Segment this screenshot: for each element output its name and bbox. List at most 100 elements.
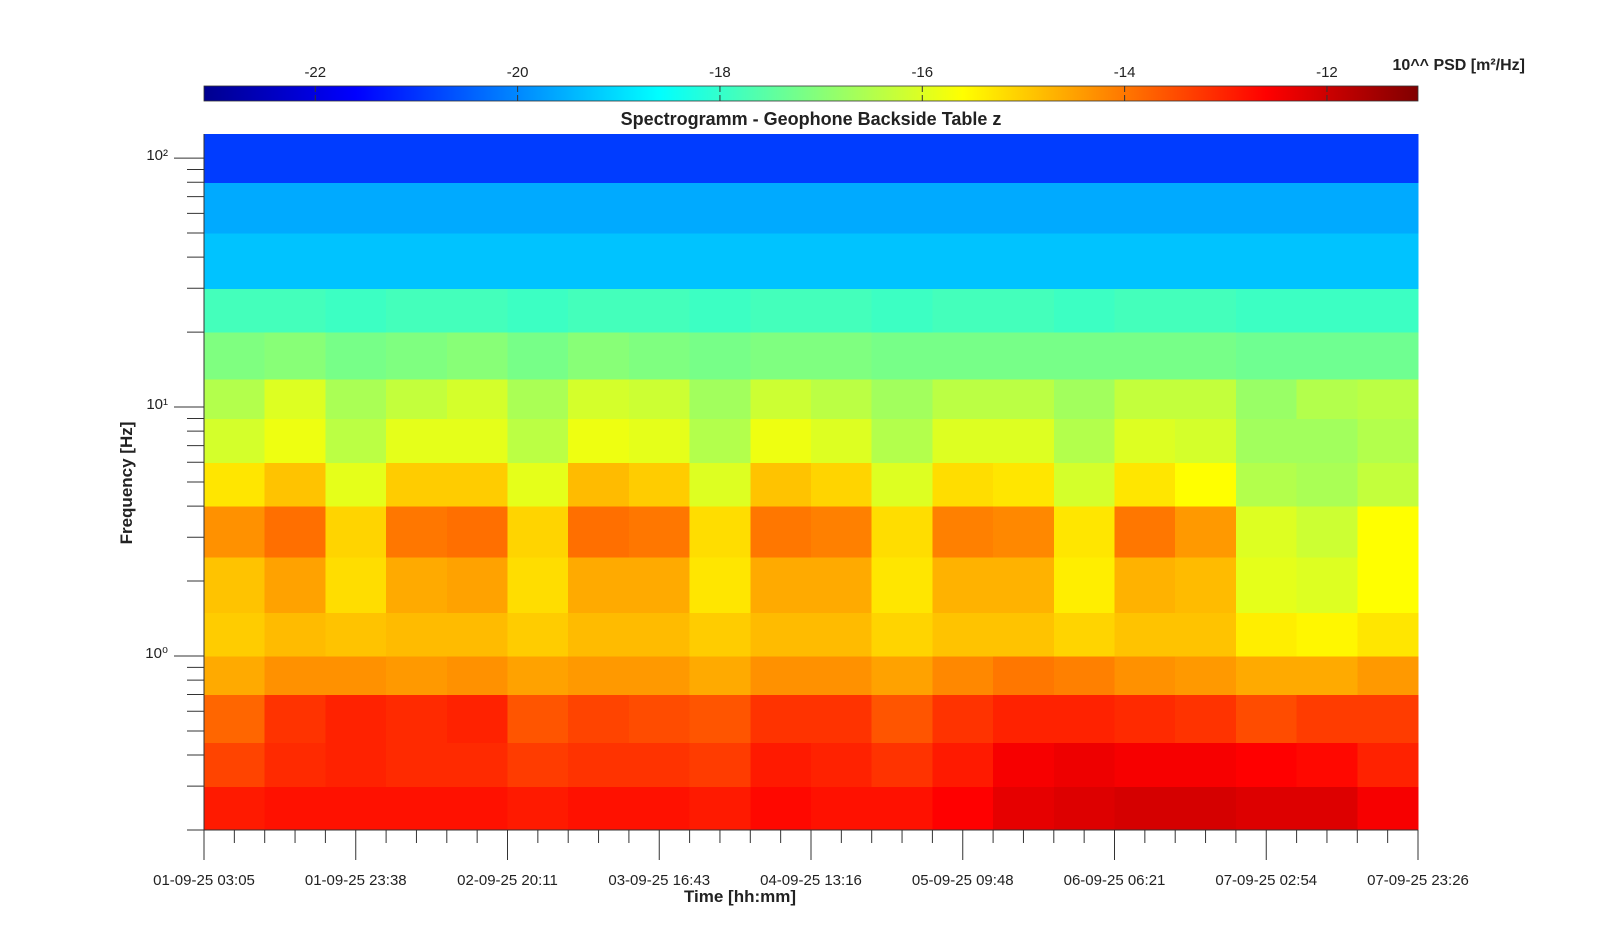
heat-cell [1235, 694, 1298, 743]
heat-cell [1357, 418, 1419, 463]
heat-cell [507, 378, 569, 420]
heat-cell [568, 233, 630, 289]
heat-cell [1175, 418, 1237, 463]
heat-cell [446, 656, 509, 696]
heat-cell [689, 288, 751, 333]
heat-cell [1114, 612, 1176, 657]
heat-cell [628, 694, 691, 743]
heat-cell [811, 786, 873, 831]
heat-cell [264, 656, 326, 696]
heat-cell [811, 742, 873, 787]
heat-cell [568, 462, 630, 507]
heat-cell [1114, 233, 1176, 289]
heat-cell [932, 418, 994, 463]
heat-cell [871, 233, 933, 289]
heat-cell [204, 378, 266, 420]
heat-cell [507, 556, 569, 613]
heatmap [204, 134, 1419, 831]
heat-cell [1357, 742, 1419, 787]
heat-cell [871, 742, 933, 787]
heat-cell [628, 656, 691, 696]
heat-cell [1235, 462, 1298, 507]
heat-cell [1235, 742, 1298, 787]
heat-cell [1296, 332, 1358, 380]
heat-cell [811, 556, 873, 613]
heat-cell [386, 418, 448, 463]
heat-cell [1357, 556, 1419, 613]
heat-cell [871, 786, 933, 831]
heat-cell [446, 786, 509, 831]
heat-cell [811, 134, 873, 183]
heat-cell [932, 378, 994, 420]
heat-cell [1296, 506, 1358, 558]
heat-cell [1175, 556, 1237, 613]
x-tick-label: 01-09-25 03:05 [153, 872, 255, 889]
heat-cell [507, 332, 569, 380]
heat-cell [507, 462, 569, 507]
heat-cell [386, 378, 448, 420]
heat-cell [386, 182, 448, 234]
heat-cell [993, 742, 1055, 787]
heat-cell [1114, 556, 1176, 613]
heat-cell [932, 786, 994, 831]
heat-cell [871, 378, 933, 420]
heat-cell [568, 378, 630, 420]
heat-cell [325, 742, 387, 787]
heat-cell [689, 332, 751, 380]
heat-cell [1053, 656, 1116, 696]
heat-cell [446, 332, 509, 380]
colorbar-tick-label: -14 [1114, 64, 1136, 81]
heat-cell [689, 134, 751, 183]
heat-cell [628, 612, 691, 657]
heat-cell [750, 134, 812, 183]
heat-cell [689, 418, 751, 463]
heat-cell [932, 134, 994, 183]
heat-cell [811, 182, 873, 234]
heat-cell [568, 656, 630, 696]
heat-cell [1296, 134, 1358, 183]
heat-cell [1296, 656, 1358, 696]
x-tick-label: 07-09-25 23:26 [1367, 872, 1469, 889]
heat-cell [264, 134, 326, 183]
heat-cell [386, 656, 448, 696]
heat-cell [1357, 656, 1419, 696]
heat-cell [1053, 378, 1116, 420]
heat-cell [264, 462, 326, 507]
heat-cell [750, 656, 812, 696]
heat-cell [1175, 786, 1237, 831]
heat-cell [871, 462, 933, 507]
heat-cell [932, 742, 994, 787]
heat-cell [204, 556, 266, 613]
heat-cell [264, 556, 326, 613]
heat-cell [204, 612, 266, 657]
heat-cell [628, 182, 691, 234]
heat-cell [446, 378, 509, 420]
heat-cell [628, 462, 691, 507]
heat-cell [1235, 288, 1298, 333]
heat-cell [993, 612, 1055, 657]
heat-cell [871, 506, 933, 558]
heat-cell [871, 332, 933, 380]
heat-cell [325, 612, 387, 657]
heat-cell [1053, 332, 1116, 380]
heat-cell [386, 462, 448, 507]
heat-cell [811, 462, 873, 507]
heat-cell [1175, 332, 1237, 380]
heat-cell [1053, 742, 1116, 787]
heat-cell [1114, 506, 1176, 558]
heat-cell [628, 288, 691, 333]
heat-cell [1175, 288, 1237, 333]
heat-cell [1296, 233, 1358, 289]
heat-cell [1053, 418, 1116, 463]
heat-cell [568, 742, 630, 787]
heat-cell [1053, 612, 1116, 657]
y-tick-label: 10⁰ [145, 645, 168, 662]
heat-cell [750, 182, 812, 234]
heat-cell [750, 332, 812, 380]
heat-cell [628, 786, 691, 831]
heat-cell [811, 332, 873, 380]
heat-cell [507, 656, 569, 696]
heat-cell [932, 233, 994, 289]
heat-cell [689, 694, 751, 743]
heat-cell [446, 182, 509, 234]
